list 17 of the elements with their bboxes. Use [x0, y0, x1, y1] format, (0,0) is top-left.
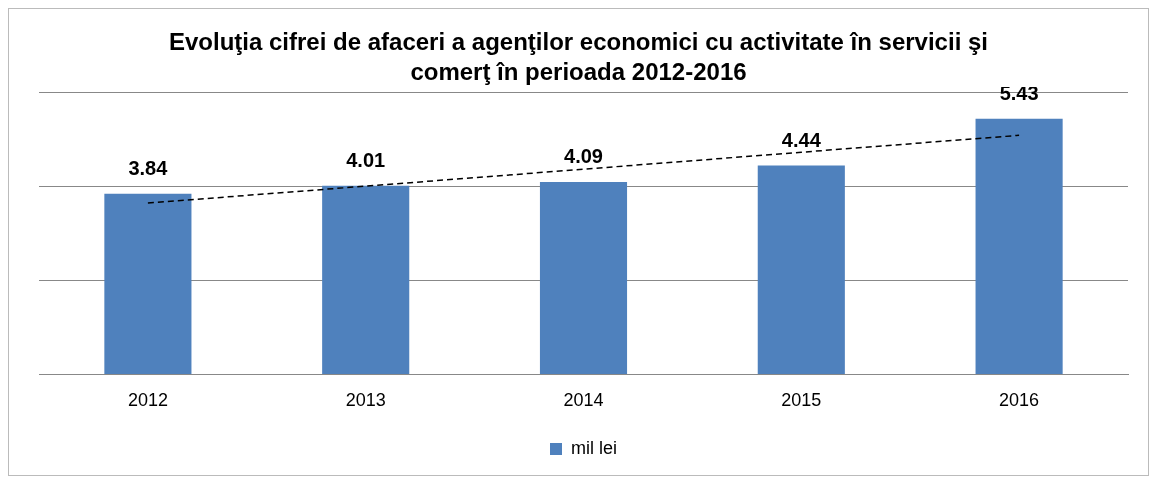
bar — [757, 165, 845, 374]
x-tick-label: 2013 — [345, 390, 386, 411]
legend-label: mil lei — [571, 437, 618, 458]
data-label: 4.09 — [564, 145, 603, 168]
data-label: 4.44 — [781, 128, 822, 151]
chart-title: Evoluţia cifrei de afaceri a agenţilor economici cu activitate în servicii şi comerţ în perioada 2012-2016 — [168, 27, 989, 87]
bar — [322, 185, 410, 374]
bar — [539, 181, 628, 374]
bar — [104, 193, 192, 374]
data-label: 3.84 — [128, 157, 169, 180]
x-tick-label: 2015 — [781, 390, 822, 411]
data-label: 5.43 — [999, 82, 1039, 105]
x-tick-label: 2012 — [127, 390, 168, 411]
x-tick-label: 2014 — [563, 390, 604, 411]
data-label: 4.01 — [346, 149, 386, 172]
x-tick-label: 2016 — [999, 390, 1040, 411]
bar — [975, 118, 1063, 374]
